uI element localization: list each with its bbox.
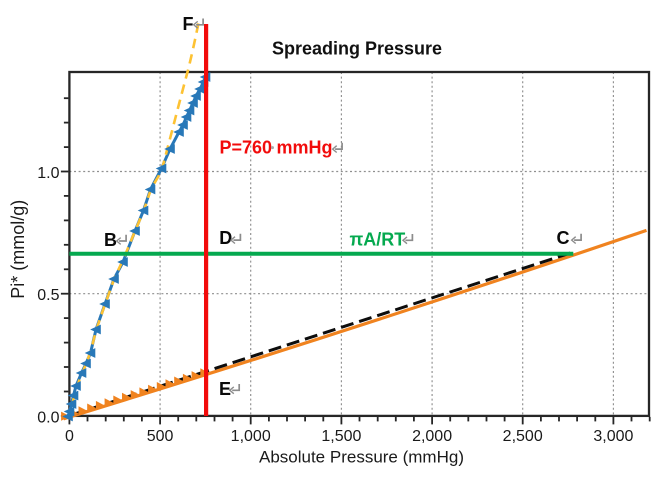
svg-text:D: D — [219, 228, 232, 248]
svg-text:0: 0 — [65, 428, 74, 445]
svg-text:1,500: 1,500 — [321, 428, 361, 445]
svg-text:2,500: 2,500 — [503, 428, 543, 445]
svg-text:Pi* (mmol/g): Pi* (mmol/g) — [8, 200, 28, 299]
svg-text:0.5: 0.5 — [37, 287, 59, 304]
svg-text:E: E — [219, 379, 231, 399]
svg-text:1,000: 1,000 — [231, 428, 271, 445]
svg-text:2,000: 2,000 — [412, 428, 452, 445]
svg-text:500: 500 — [147, 428, 174, 445]
svg-text:Spreading Pressure: Spreading Pressure — [272, 39, 442, 59]
svg-text:P=760: P=760 — [220, 138, 273, 158]
svg-text:1.0: 1.0 — [37, 165, 59, 182]
svg-text:B: B — [104, 230, 117, 250]
svg-text:mmHg: mmHg — [277, 138, 333, 158]
svg-text:πA/RT: πA/RT — [350, 229, 406, 249]
svg-text:F: F — [183, 14, 194, 34]
svg-text:C: C — [557, 228, 570, 248]
svg-text:Absolute Pressure (mmHg): Absolute Pressure (mmHg) — [259, 448, 464, 467]
svg-text:0.0: 0.0 — [37, 409, 59, 426]
svg-text:3,000: 3,000 — [593, 428, 633, 445]
